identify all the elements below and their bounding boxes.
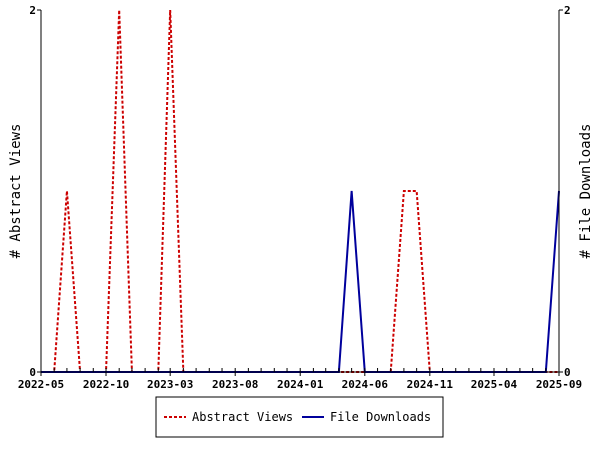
y-axis-right-title: # File Downloads [578,124,594,259]
labels-layer: 2022-05 2022-10 2023-03 2023-08 2024-01 2024-… [8,4,594,391]
plot-background [41,10,559,372]
x-tick-label: 2025-04 [471,378,518,391]
x-tick-label: 2023-08 [212,378,258,391]
legend-box [155,396,444,438]
plot-area [41,10,559,372]
legend-label: Abstract Views [192,410,293,424]
y-left-tick-label: 0 [29,366,36,379]
x-tick-label: 2022-05 [18,378,64,391]
x-tick-label: 2022-10 [83,378,129,391]
legend-label: File Downloads [330,410,431,424]
y-right-tick-label: 0 [564,366,571,379]
x-tick-label: 2023-03 [147,378,193,391]
legend: Abstract Views File Downloads [155,396,444,438]
x-tick-label: 2024-06 [342,378,389,391]
x-tick-label: 2024-11 [407,378,454,391]
y-axis-left-title: # Abstract Views [8,124,24,259]
y-left-tick-label: 2 [29,4,36,17]
x-tick-label: 2025-09 [536,378,582,391]
x-tick-label: 2024-01 [277,378,324,391]
ticks-layer [37,9,563,376]
y-right-tick-label: 2 [564,4,571,17]
